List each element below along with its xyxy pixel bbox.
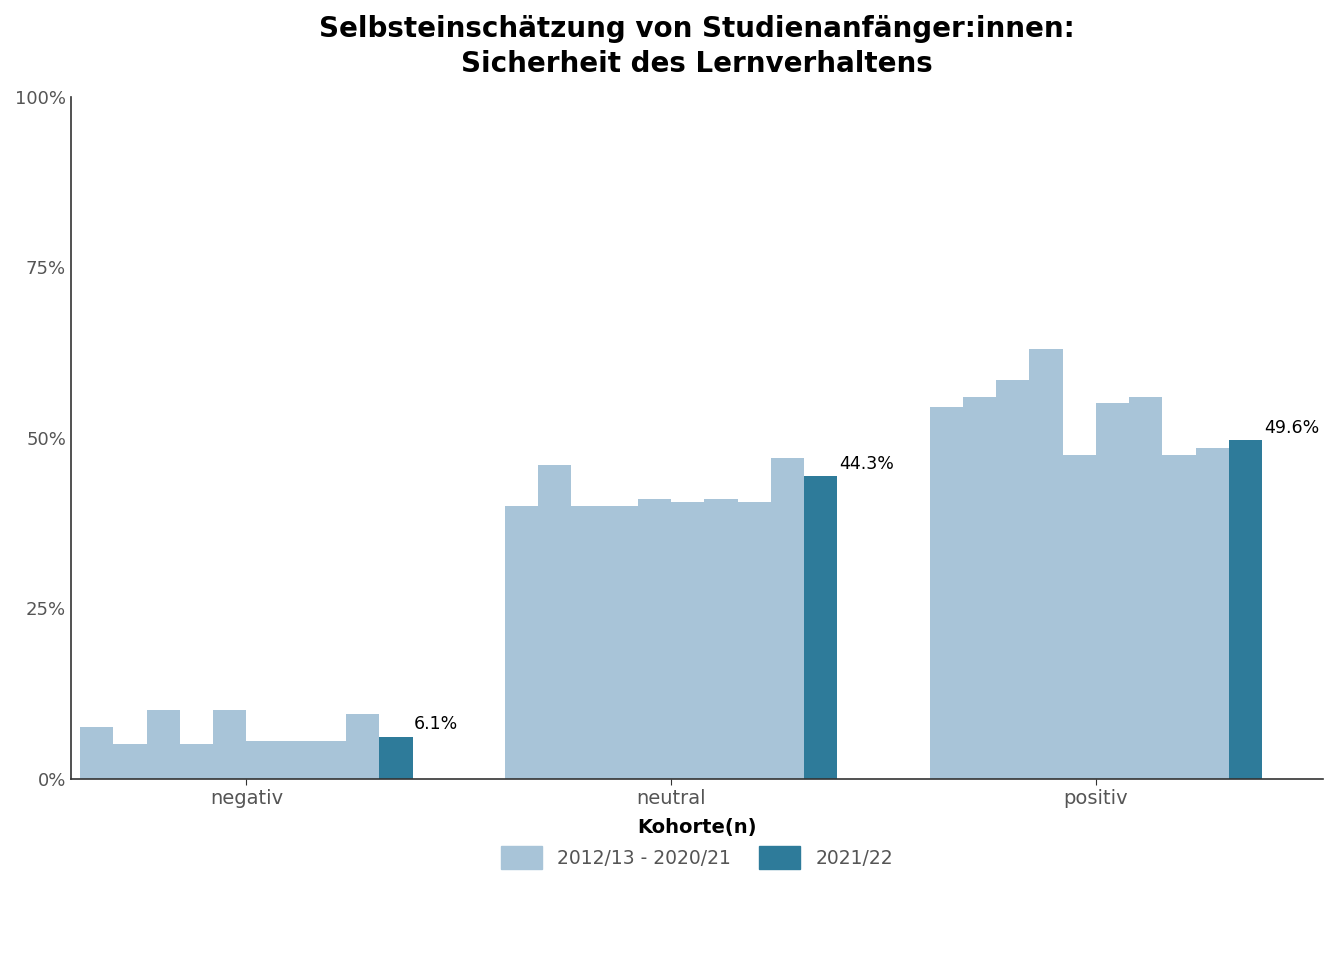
Bar: [671, 502, 704, 779]
Bar: [771, 458, 804, 779]
Bar: [1129, 396, 1163, 779]
Bar: [962, 396, 996, 779]
Bar: [638, 499, 671, 779]
Text: 49.6%: 49.6%: [1263, 419, 1318, 437]
Text: 44.3%: 44.3%: [839, 455, 894, 473]
Bar: [505, 506, 538, 779]
Bar: [1228, 441, 1262, 779]
Bar: [345, 713, 379, 779]
Bar: [1196, 447, 1228, 779]
Bar: [704, 499, 738, 779]
Bar: [738, 502, 771, 779]
Bar: [379, 737, 413, 779]
Bar: [81, 728, 113, 779]
Bar: [146, 710, 180, 779]
Bar: [930, 407, 962, 779]
Bar: [1163, 455, 1196, 779]
Bar: [180, 744, 214, 779]
Bar: [804, 476, 837, 779]
Bar: [246, 741, 280, 779]
Bar: [1095, 403, 1129, 779]
Legend: 2012/13 - 2020/21, 2021/22: 2012/13 - 2020/21, 2021/22: [492, 808, 902, 878]
Bar: [313, 741, 345, 779]
Text: 6.1%: 6.1%: [414, 715, 458, 733]
Title: Selbsteinschätzung von Studienanfänger:innen:
Sicherheit des Lernverhaltens: Selbsteinschätzung von Studienanfänger:i…: [319, 15, 1075, 78]
Bar: [605, 506, 638, 779]
Bar: [538, 465, 571, 779]
Bar: [214, 710, 246, 779]
Bar: [996, 379, 1030, 779]
Bar: [1063, 455, 1095, 779]
Bar: [1030, 348, 1063, 779]
Bar: [280, 741, 313, 779]
Bar: [571, 506, 605, 779]
Bar: [113, 744, 146, 779]
